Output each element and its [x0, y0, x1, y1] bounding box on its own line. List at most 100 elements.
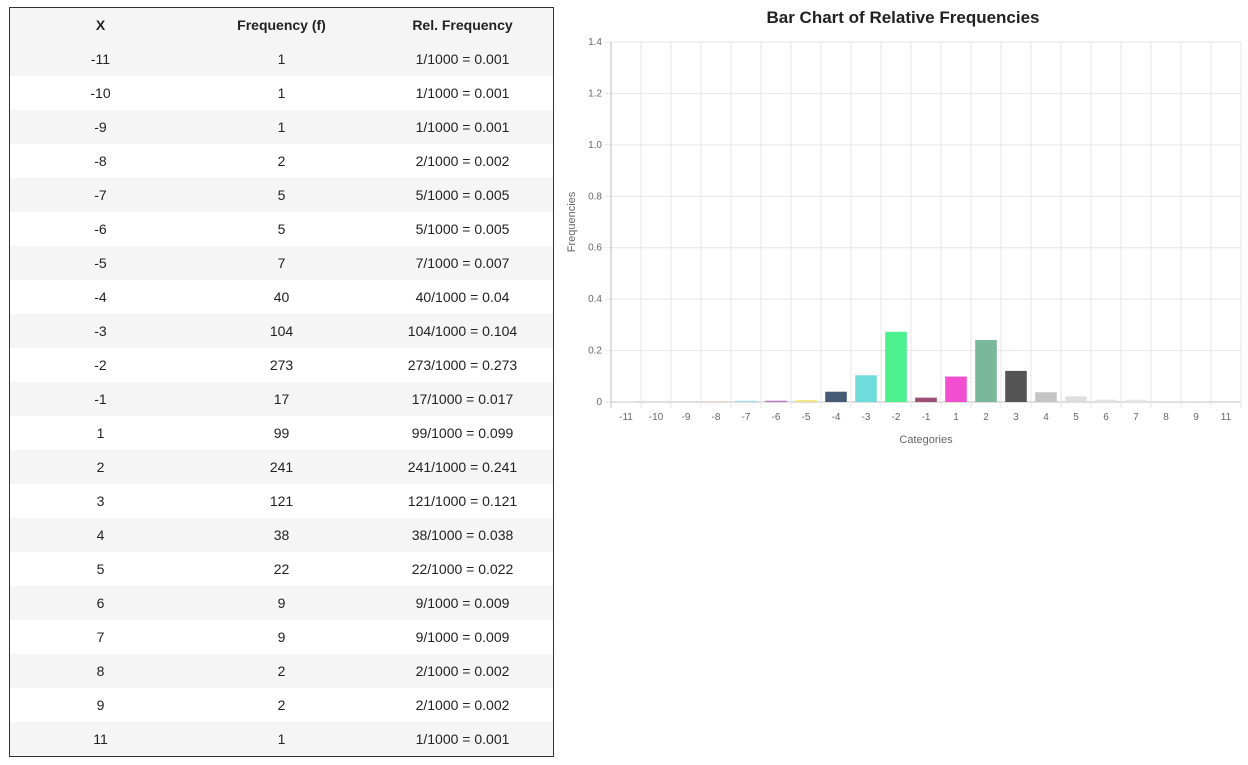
- x-tick-label: 11: [1221, 412, 1232, 423]
- cell-frequency: 7: [277, 255, 286, 271]
- bar: [855, 375, 877, 402]
- x-tick-label: -8: [712, 412, 721, 423]
- y-axis-ticks: 0 0.2 0.4 0.6 0.8 1.0 1.2 1.4: [588, 37, 602, 408]
- y-tick-label: 0.6: [588, 243, 602, 254]
- cell-rel-frequency: 1/1000 = 0.001: [415, 119, 510, 135]
- x-tick-label: -1: [922, 412, 931, 423]
- bar: [1125, 399, 1147, 402]
- x-tick-label: -4: [832, 412, 841, 423]
- table-row: -5 7 7/1000 = 0.007: [10, 246, 553, 280]
- cell-rel-frequency: 2/1000 = 0.002: [415, 153, 510, 169]
- x-tick-label: -6: [772, 412, 781, 423]
- bar: [705, 401, 727, 402]
- cell-rel-frequency: 5/1000 = 0.005: [415, 221, 510, 237]
- x-tick-label: 4: [1043, 412, 1049, 423]
- cell-x: -11: [90, 51, 111, 67]
- table-row: -10 1 1/1000 = 0.001: [10, 76, 553, 110]
- cell-frequency: 104: [269, 323, 294, 339]
- cell-x: -3: [94, 323, 107, 339]
- cell-frequency: 9: [277, 595, 286, 611]
- cell-rel-frequency: 9/1000 = 0.009: [415, 629, 510, 645]
- cell-x: -6: [94, 221, 107, 237]
- cell-x: 8: [96, 663, 105, 679]
- x-tick-label: 2: [983, 412, 989, 423]
- table-row: -7 5 5/1000 = 0.005: [10, 178, 553, 212]
- cell-x: -8: [94, 153, 107, 169]
- table-row: -6 5 5/1000 = 0.005: [10, 212, 553, 246]
- y-tick-label: 1.4: [588, 37, 602, 48]
- bar: [1005, 370, 1027, 402]
- chart-bars: [615, 331, 1237, 403]
- x-axis-ticks: -11 -10 -9 -8 -7 -6 -5 -4 -3 -2 -1 1 2 3 4 5 6 7 8 9 11: [619, 412, 1231, 423]
- cell-x: -2: [94, 357, 107, 373]
- cell-rel-frequency: 38/1000 = 0.038: [411, 527, 514, 543]
- cell-rel-frequency: 17/1000 = 0.017: [411, 391, 514, 407]
- bar: [765, 400, 787, 402]
- bar: [645, 401, 667, 403]
- cell-rel-frequency: 1/1000 = 0.001: [415, 51, 510, 67]
- table-row: 4 38 38/1000 = 0.038: [10, 518, 553, 552]
- cell-frequency: 2: [277, 697, 286, 713]
- x-tick-label: -5: [802, 412, 811, 423]
- cell-rel-frequency: 1/1000 = 0.001: [415, 85, 510, 101]
- cell-x: 9: [96, 697, 105, 713]
- cell-x: -1: [94, 391, 107, 407]
- table-row: 5 22 22/1000 = 0.022: [10, 552, 553, 586]
- cell-rel-frequency: 22/1000 = 0.022: [411, 561, 514, 577]
- cell-rel-frequency: 273/1000 = 0.273: [407, 357, 518, 373]
- x-tick-label: 7: [1133, 412, 1139, 423]
- cell-rel-frequency: 5/1000 = 0.005: [415, 187, 510, 203]
- bar: [1065, 396, 1087, 402]
- header-frequency: Frequency (f): [237, 17, 326, 33]
- x-tick-label: -9: [682, 412, 691, 423]
- bar: [915, 397, 937, 402]
- cell-x: -4: [94, 289, 107, 305]
- chart-title: Bar Chart of Relative Frequencies: [766, 8, 1039, 27]
- cell-frequency: 241: [269, 459, 294, 475]
- table-row: 7 9 9/1000 = 0.009: [10, 620, 553, 654]
- bar: [1185, 401, 1207, 402]
- bar: [615, 401, 637, 403]
- cell-frequency: 1: [277, 731, 286, 747]
- cell-x: 2: [96, 459, 105, 475]
- x-tick-label: 8: [1163, 412, 1169, 423]
- cell-frequency: 5: [277, 187, 286, 203]
- cell-rel-frequency: 1/1000 = 0.001: [415, 731, 510, 747]
- bar-chart: Bar Chart of Relative Frequencies 0 0.2 0.…: [566, 8, 1242, 446]
- chart-grid: [605, 41, 1242, 408]
- cell-frequency: 22: [273, 561, 290, 577]
- table-row: -2 273 273/1000 = 0.273: [10, 348, 553, 382]
- header-rel-frequency: Rel. Frequency: [412, 17, 513, 33]
- cell-x: 1: [96, 425, 105, 441]
- cell-x: -9: [94, 119, 107, 135]
- cell-x: 4: [96, 527, 105, 543]
- cell-frequency: 5: [277, 221, 286, 237]
- bar: [1155, 401, 1177, 402]
- cell-rel-frequency: 7/1000 = 0.007: [415, 255, 510, 271]
- bar: [1035, 392, 1057, 402]
- cell-frequency: 2: [277, 663, 286, 679]
- table-row: 8 2 2/1000 = 0.002: [10, 654, 553, 688]
- chart-container: Bar Chart of Relative Frequencies 0 0.2 0.…: [560, 0, 1248, 460]
- cell-frequency: 2: [277, 153, 286, 169]
- table-row: 9 2 2/1000 = 0.002: [10, 688, 553, 722]
- bar: [1095, 399, 1117, 402]
- cell-rel-frequency: 40/1000 = 0.04: [415, 289, 510, 305]
- x-tick-label: 5: [1073, 412, 1079, 423]
- cell-frequency: 17: [273, 391, 290, 407]
- y-axis-title: Frequencies: [566, 191, 578, 252]
- y-tick-label: 0.2: [588, 346, 602, 357]
- bar: [945, 376, 967, 402]
- cell-x: 7: [96, 629, 105, 645]
- bar: [1215, 401, 1237, 403]
- x-tick-label: -2: [892, 412, 901, 423]
- table-row: -8 2 2/1000 = 0.002: [10, 144, 553, 178]
- cell-x: 5: [96, 561, 105, 577]
- bar: [735, 400, 757, 402]
- frequency-table-container: X Frequency (f) Rel. Frequency -11 1 1/100…: [9, 7, 554, 757]
- table-row: 1 99 99/1000 = 0.099: [10, 416, 553, 450]
- cell-x: 6: [96, 595, 105, 611]
- x-tick-label: 9: [1193, 412, 1199, 423]
- cell-rel-frequency: 2/1000 = 0.002: [415, 697, 510, 713]
- table-row: 3 121 121/1000 = 0.121: [10, 484, 553, 518]
